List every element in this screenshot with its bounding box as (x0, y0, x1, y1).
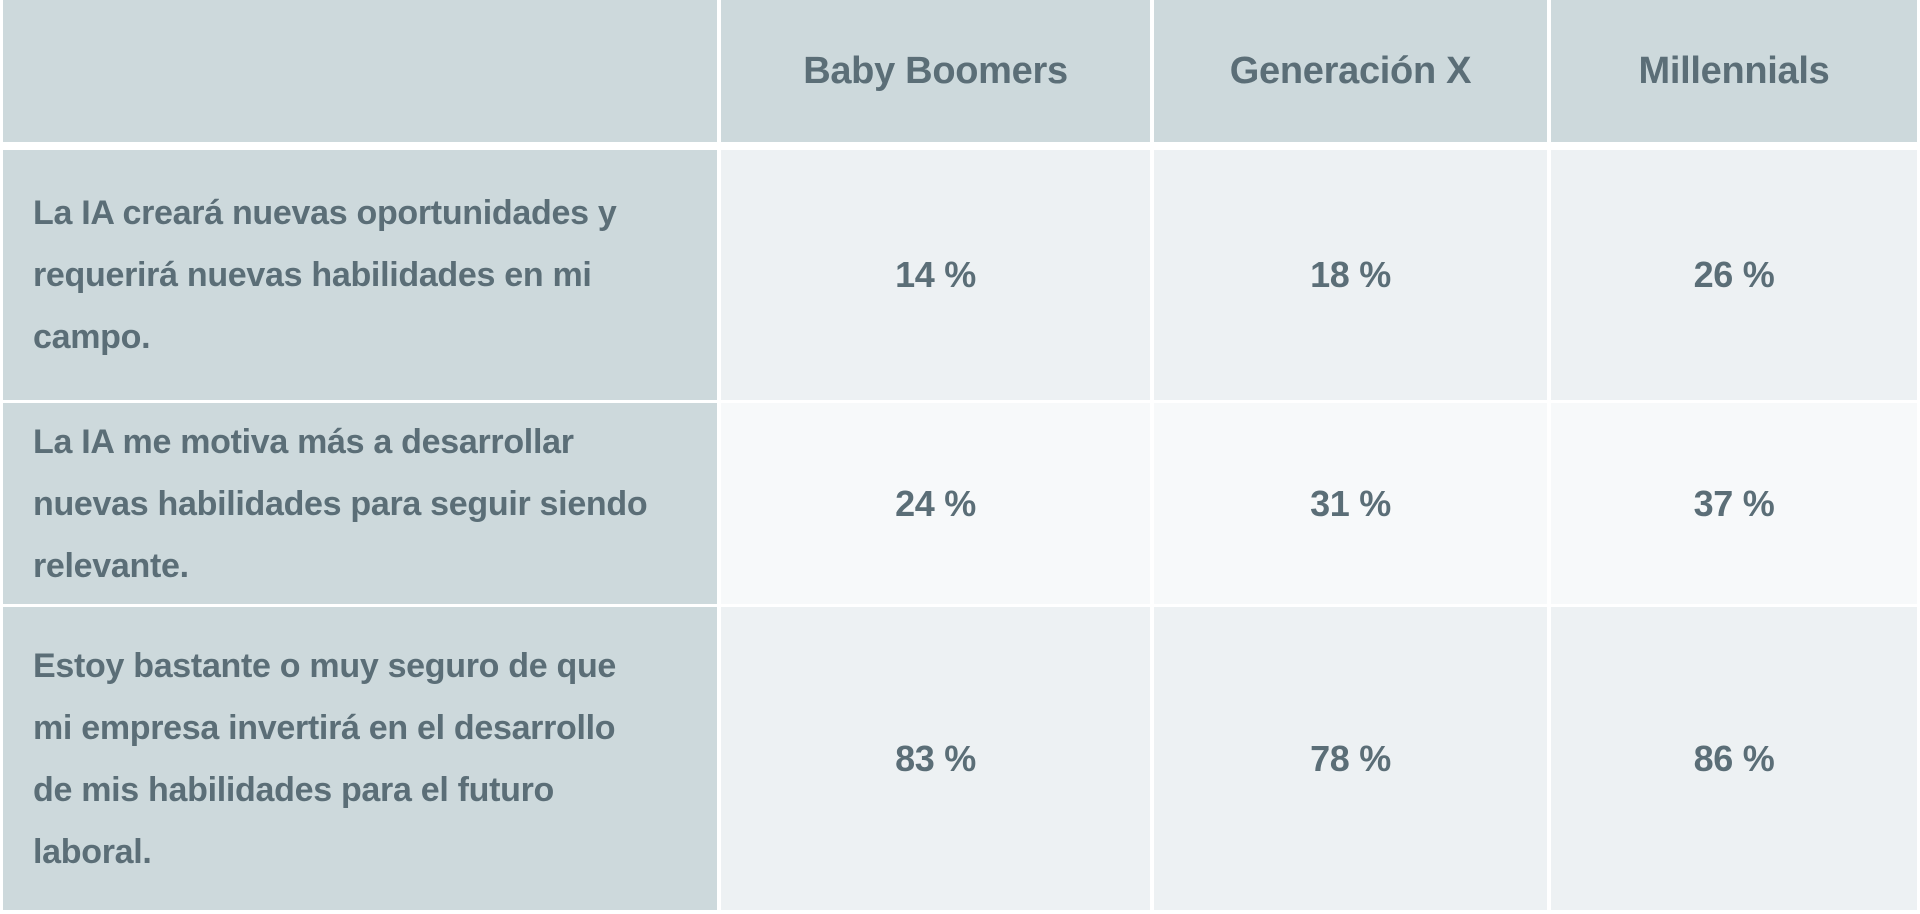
value-cell: 24 % (721, 403, 1150, 604)
statement-line: La IA creará nuevas oportunidades y (33, 194, 617, 232)
statement-line: relevante. (33, 546, 189, 585)
value-cell: 26 % (1551, 150, 1917, 400)
generations-ai-survey-table: Baby Boomers Generación X Millennials La… (3, 0, 1917, 910)
statement-cell: Estoy bastante o muy seguro de que mi em… (3, 607, 717, 910)
column-header-generacion-x: Generación X (1154, 0, 1547, 142)
value-cell: 37 % (1551, 403, 1917, 604)
column-header-baby-boomers: Baby Boomers (721, 0, 1150, 142)
statement-line: de mis habilidades para el futuro (33, 770, 555, 809)
value-cell: 78 % (1154, 607, 1547, 910)
corner-cell (3, 0, 717, 142)
statement-line: La IA me motiva más a desarrollar (33, 422, 574, 461)
statement-line: laboral. (33, 832, 152, 871)
value-cell: 14 % (721, 150, 1150, 400)
statement-line: campo. (33, 318, 151, 356)
statement-cell: La IA me motiva más a desarrollar nuevas… (3, 403, 717, 604)
statement-line: mi empresa invertirá en el desarrollo (33, 708, 616, 747)
value-cell: 31 % (1154, 403, 1547, 604)
statement-line: requerirá nuevas habilidades en mi (33, 256, 592, 294)
statement-line: nuevas habilidades para seguir siendo (33, 484, 648, 523)
value-cell: 86 % (1551, 607, 1917, 910)
column-header-millennials: Millennials (1551, 0, 1917, 142)
statement-cell: La IA creará nuevas oportunidades y requ… (3, 150, 717, 400)
value-cell: 83 % (721, 607, 1150, 910)
statement-line: Estoy bastante o muy seguro de que (33, 646, 617, 685)
value-cell: 18 % (1154, 150, 1547, 400)
